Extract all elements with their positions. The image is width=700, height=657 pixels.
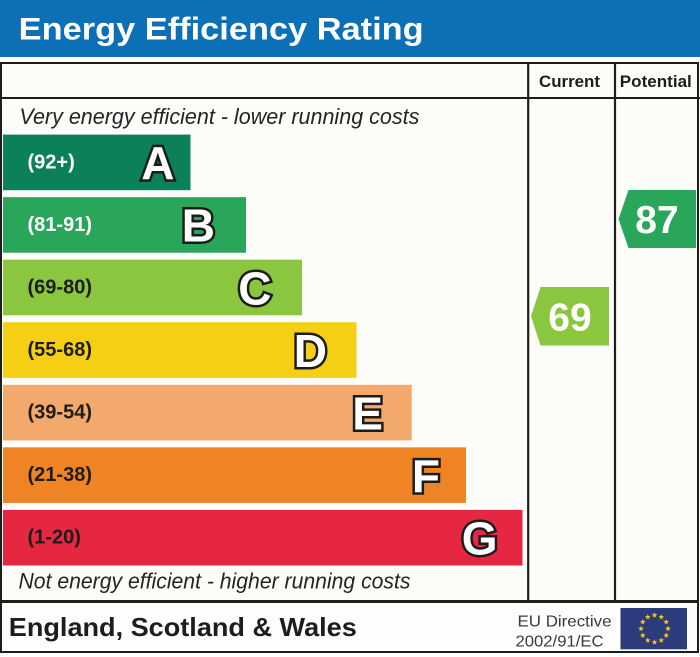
svg-text:Potential: Potential — [620, 72, 692, 91]
svg-text:87: 87 — [635, 199, 678, 242]
svg-text:F: F — [412, 450, 440, 502]
svg-text:(1-20): (1-20) — [28, 527, 81, 549]
svg-text:E: E — [352, 387, 383, 439]
svg-text:B: B — [182, 200, 215, 252]
svg-text:Not energy efficient - higher: Not energy efficient - higher running co… — [19, 569, 411, 594]
svg-text:D: D — [294, 325, 327, 377]
svg-text:(21-38): (21-38) — [28, 464, 92, 486]
svg-text:A: A — [141, 137, 174, 189]
svg-text:G: G — [462, 513, 498, 565]
svg-text:Energy Efficiency Rating: Energy Efficiency Rating — [19, 10, 424, 46]
svg-text:C: C — [238, 262, 271, 314]
svg-text:(69-80): (69-80) — [28, 277, 92, 299]
svg-text:(39-54): (39-54) — [28, 402, 92, 424]
svg-text:EU Directive: EU Directive — [518, 614, 612, 631]
svg-text:(92+): (92+) — [28, 151, 75, 173]
svg-text:Current: Current — [539, 72, 600, 91]
svg-text:England, Scotland & Wales: England, Scotland & Wales — [9, 612, 357, 642]
svg-text:69: 69 — [548, 297, 591, 340]
svg-text:Very energy efficient - lower: Very energy efficient - lower running co… — [19, 104, 419, 129]
svg-text:(55-68): (55-68) — [28, 339, 92, 361]
svg-text:(81-91): (81-91) — [28, 214, 92, 236]
svg-text:2002/91/EC: 2002/91/EC — [516, 634, 604, 651]
